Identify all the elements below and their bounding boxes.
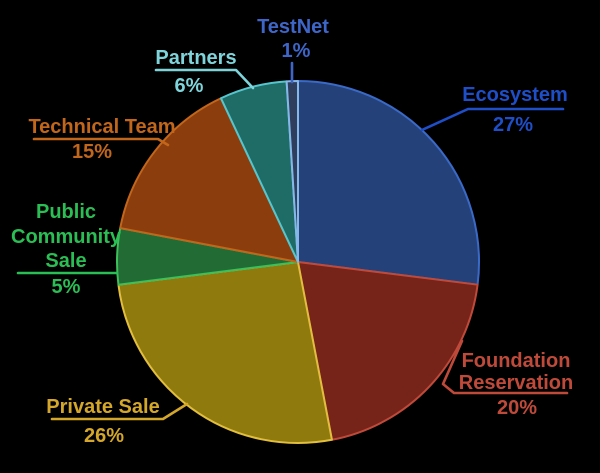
label-public-community-sale: Public Community Sale 5% <box>11 201 122 298</box>
label-reservation-text: Reservation <box>459 372 574 394</box>
leader-line-ecosystem <box>420 107 565 132</box>
label-testnet-pct: 1% <box>282 40 311 62</box>
leader-line-private-sale <box>50 402 189 421</box>
label-technical-team: Technical Team 15% <box>28 116 175 163</box>
label-partners-pct: 6% <box>175 75 204 97</box>
label-partners-text: Partners <box>155 47 236 69</box>
pie-slice-ecosystem <box>297 80 480 286</box>
label-private-sale-text: Private Sale <box>46 396 159 418</box>
leader-line-foundation-reservation <box>441 339 569 395</box>
label-foundation-reservation-pct: 20% <box>497 397 537 419</box>
pie-slice-foundation-reservation <box>297 261 479 441</box>
leader-line-partners <box>154 68 255 90</box>
label-foundation-text: Foundation <box>462 350 571 372</box>
label-private-sale: Private Sale 26% <box>46 396 189 447</box>
label-technical-team-pct: 15% <box>72 141 112 163</box>
label-ecosystem: Ecosystem 27% <box>420 84 568 136</box>
label-private-sale-pct: 26% <box>84 425 124 447</box>
label-public-text: Public <box>36 201 96 223</box>
label-community-text: Community <box>11 226 122 248</box>
label-sale-text: Sale <box>45 250 86 272</box>
label-ecosystem-text: Ecosystem <box>462 84 568 106</box>
label-foundation-reservation: Foundation Reservation 20% <box>441 339 574 419</box>
label-ecosystem-pct: 27% <box>493 114 533 136</box>
label-testnet-text: TestNet <box>257 16 329 38</box>
label-testnet: TestNet 1% <box>257 16 329 84</box>
pie-slice-private-sale <box>117 261 333 444</box>
pie-slices <box>116 80 480 444</box>
pie-slice-technical-team <box>119 97 299 263</box>
label-public-community-sale-pct: 5% <box>52 276 81 298</box>
label-technical-team-text: Technical Team <box>28 116 175 138</box>
leader-line-technical-team <box>32 137 170 147</box>
label-partners: Partners 6% <box>154 47 255 97</box>
